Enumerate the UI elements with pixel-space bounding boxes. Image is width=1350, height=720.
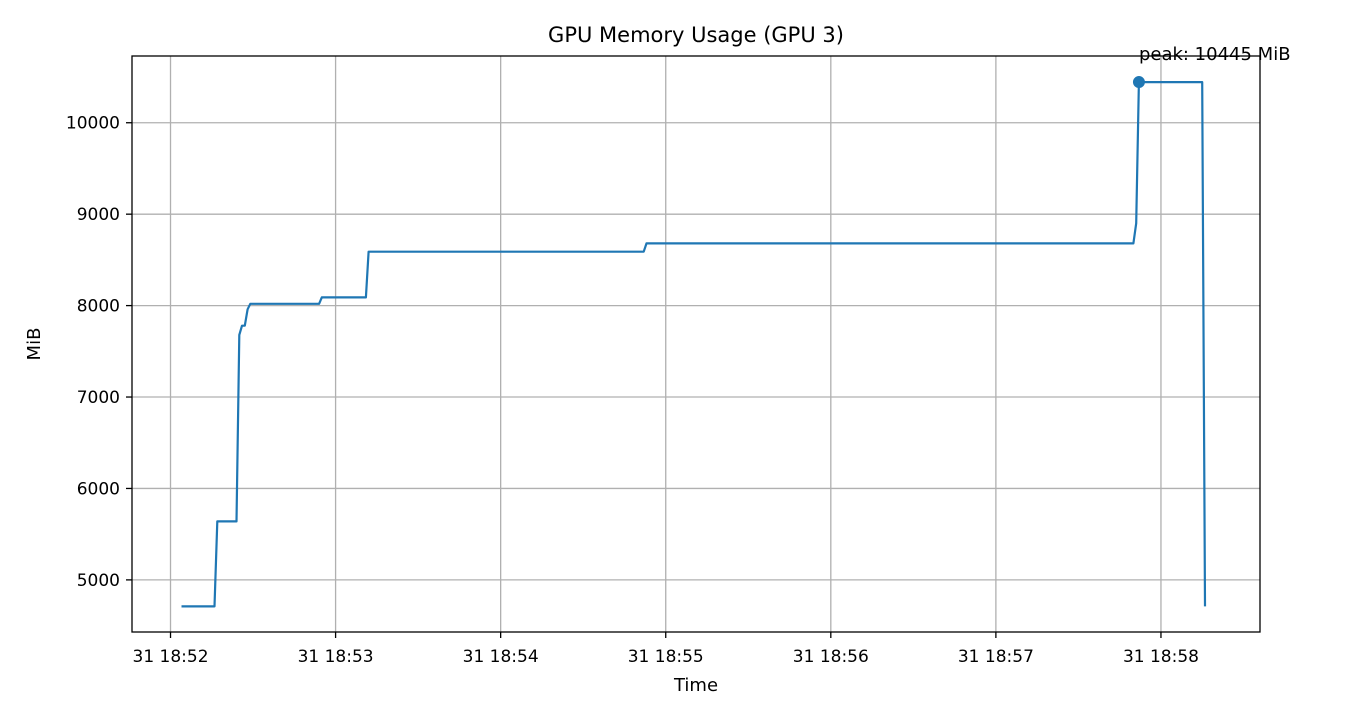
y-tick-label: 10000 xyxy=(66,114,120,134)
y-tick-label: 5000 xyxy=(77,571,120,591)
y-tick-label: 8000 xyxy=(77,297,120,317)
x-tick-label: 31 18:57 xyxy=(958,647,1034,667)
x-tick-label: 31 18:55 xyxy=(628,647,704,667)
annotation-layer: peak: 10445 MiB xyxy=(1132,44,1291,89)
series-layer xyxy=(181,80,1207,608)
y-tick-label: 7000 xyxy=(77,388,120,408)
grid xyxy=(132,56,1260,632)
peak-marker xyxy=(1132,76,1145,89)
y-axis-label: MiB xyxy=(24,328,45,361)
x-tick-label: 31 18:53 xyxy=(298,647,374,667)
x-tick-label: 31 18:54 xyxy=(463,647,539,667)
peak-annotation: peak: 10445 MiB xyxy=(1139,44,1291,65)
tick-layer: 31 18:52 31 18:53 31 18:54 31 18:55 31 18:56… xyxy=(66,114,1199,667)
series-line xyxy=(181,80,1207,608)
y-tick-label: 6000 xyxy=(77,479,120,499)
chart-title: GPU Memory Usage (GPU 3) xyxy=(548,23,844,47)
x-tick-label: 31 18:56 xyxy=(793,647,869,667)
x-tick-label: 31 18:58 xyxy=(1123,647,1199,667)
plot-frame xyxy=(131,55,1261,633)
x-tick-label: 31 18:52 xyxy=(133,647,209,667)
x-axis-label: Time xyxy=(673,675,718,696)
y-tick-label: 9000 xyxy=(77,205,120,225)
